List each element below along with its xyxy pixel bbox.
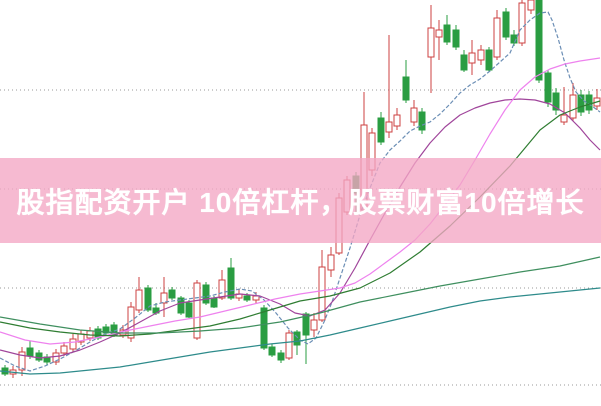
promo-banner-text: 股指配资开户 10倍杠杆，股票财富10倍增长 [16, 186, 585, 218]
promo-banner: 股指配资开户 10倍杠杆，股票财富10倍增长 [0, 158, 601, 243]
